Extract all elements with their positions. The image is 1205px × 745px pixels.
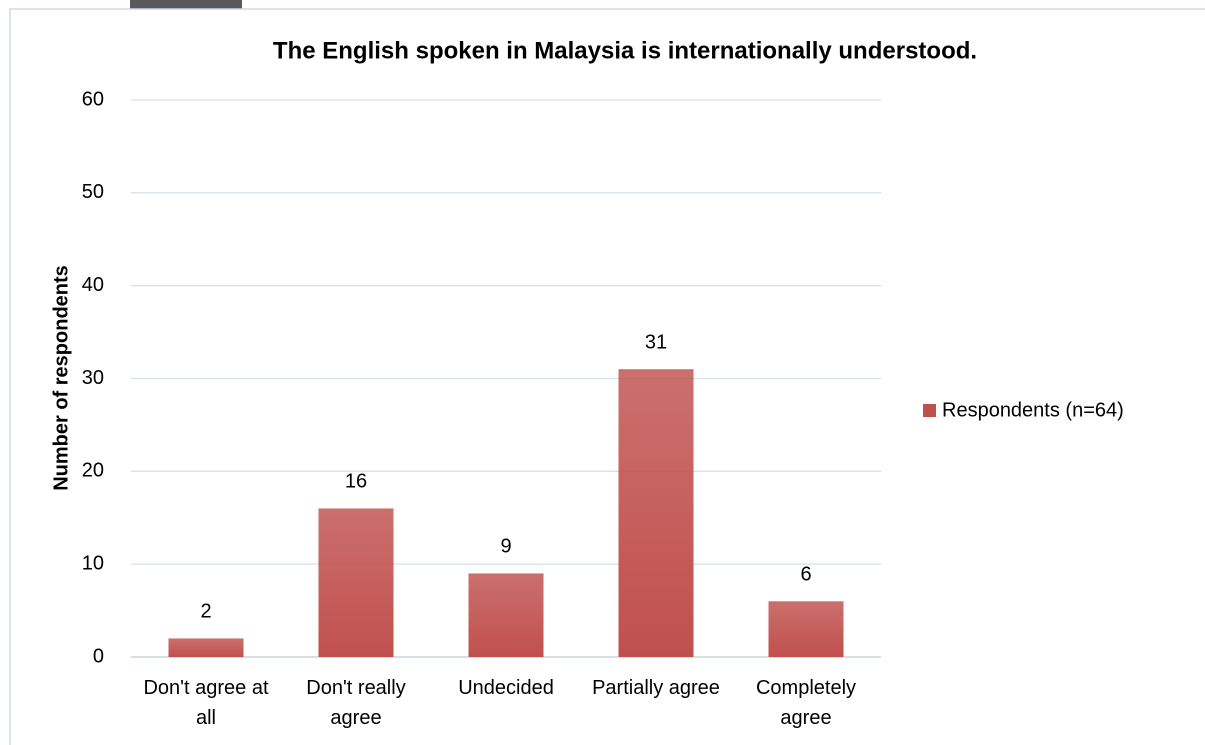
x-tick-label: Undecided	[458, 677, 554, 699]
data-label: 9	[500, 536, 511, 558]
bar	[618, 369, 694, 657]
y-tick-label: 0	[93, 645, 104, 667]
data-label: 31	[645, 331, 667, 353]
bar	[468, 573, 544, 657]
y-tick-label: 60	[82, 88, 104, 110]
y-tick-label: 20	[82, 460, 104, 482]
y-tick-label: 30	[82, 367, 104, 389]
chart-title: The English spoken in Malaysia is intern…	[273, 37, 977, 64]
y-tick-label: 10	[82, 552, 104, 574]
data-label: 16	[345, 471, 367, 493]
x-tick-label: Completely agree	[755, 677, 857, 729]
y-axis-label: Number of respondents	[50, 265, 72, 491]
frame	[9, 8, 1205, 745]
legend-swatch	[923, 404, 936, 417]
data-label: 6	[800, 564, 811, 586]
y-tick-label: 50	[82, 181, 104, 203]
x-tick-label: Don't really agree	[306, 677, 406, 729]
x-tick-label: Don't agree at all	[143, 677, 269, 729]
bar	[168, 638, 244, 657]
x-tick-label: Partially agree	[592, 677, 720, 699]
bar	[768, 601, 844, 657]
legend-label: Respondents (n=64)	[942, 399, 1124, 421]
header-block	[130, 0, 242, 9]
data-label: 2	[200, 601, 211, 623]
y-tick-label: 40	[82, 274, 104, 296]
bar	[318, 508, 394, 657]
